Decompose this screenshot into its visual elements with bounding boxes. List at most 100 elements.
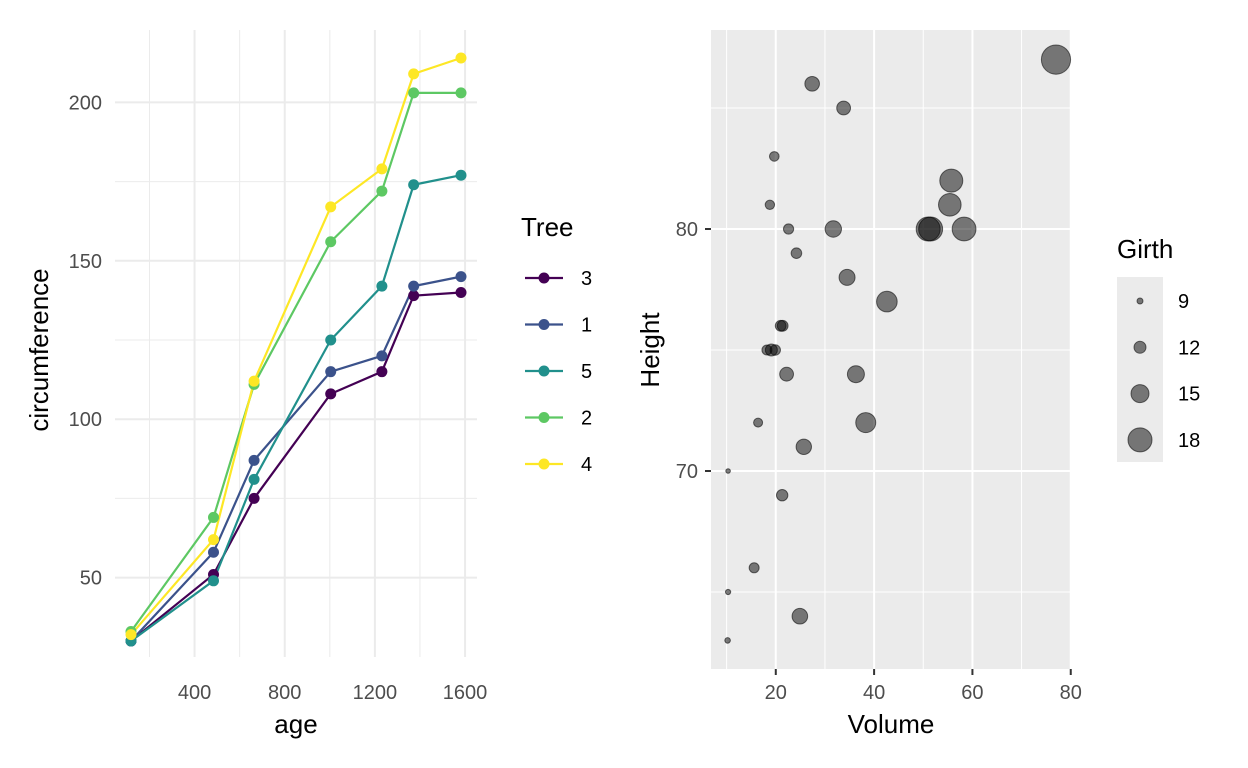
legend-key-point-4 — [538, 458, 550, 470]
bubble-point — [1040, 44, 1072, 75]
bubble-point — [748, 562, 760, 574]
line-x-axis-title: age — [274, 709, 317, 739]
scatter-y-ticks: 70 80 — [676, 219, 711, 483]
line-points — [125, 52, 467, 647]
legend-label-3: 3 — [581, 268, 592, 290]
legend-key-point-5 — [538, 365, 550, 377]
data-point-tree-4 — [455, 52, 467, 64]
bubble-point — [779, 366, 794, 382]
x-tick-label: 800 — [268, 682, 301, 704]
bubble-point — [939, 168, 964, 193]
line-y-axis-title: circumference — [24, 268, 54, 431]
bubble-point — [915, 216, 941, 242]
data-point-tree-5 — [248, 473, 260, 485]
girth-legend-key-9 — [1136, 297, 1144, 305]
girth-legend-key-18 — [1127, 427, 1153, 453]
data-point-tree-4 — [248, 375, 260, 387]
scatter-x-ticks: 20 40 60 80 — [765, 669, 1082, 704]
x-tick-label: 60 — [961, 682, 983, 704]
bubble-point — [876, 290, 898, 313]
line-y-ticks: 50 100 150 200 — [69, 92, 102, 589]
data-point-tree-3 — [376, 366, 388, 378]
legend-label-2: 2 — [581, 408, 592, 430]
girth-legend-key-12 — [1133, 340, 1147, 354]
bubble-point — [795, 438, 813, 455]
girth-legend-title: Girth — [1117, 234, 1173, 264]
bubble-point — [769, 151, 780, 162]
data-point-tree-4 — [208, 534, 219, 546]
data-point-tree-2 — [376, 185, 388, 197]
bubble-point — [855, 412, 877, 434]
y-tick-label: 150 — [69, 251, 102, 273]
bubble-point — [753, 417, 764, 428]
data-point-tree-2 — [408, 87, 420, 99]
data-point-tree-3 — [248, 492, 260, 504]
girth-legend: Girth 9 12 15 18 — [1117, 234, 1200, 462]
bubble-point — [724, 588, 732, 596]
legend-key-point-3 — [538, 272, 550, 284]
bubble-point — [836, 100, 852, 116]
x-tick-label: 80 — [1060, 682, 1082, 704]
x-tick-label: 20 — [765, 682, 787, 704]
data-point-tree-5 — [208, 575, 219, 587]
line-chart-background — [115, 30, 477, 657]
bubble-point — [824, 220, 842, 238]
data-point-tree-5 — [325, 334, 337, 346]
bubble-point — [804, 76, 820, 92]
data-point-tree-5 — [408, 179, 420, 191]
bubble-point — [782, 223, 795, 235]
girth-legend-label-18: 18 — [1178, 430, 1200, 452]
scatter-points — [724, 44, 1072, 644]
data-point-tree-1 — [325, 366, 337, 378]
legend-key-point-2 — [538, 412, 550, 423]
data-point-tree-1 — [208, 546, 219, 558]
scatter-y-axis-title: Height — [635, 312, 665, 388]
girth-legend-label-15: 15 — [1178, 384, 1200, 406]
girth-legend-label-12: 12 — [1178, 337, 1200, 359]
x-tick-label: 40 — [863, 682, 885, 704]
y-tick-label: 200 — [69, 92, 102, 114]
data-point-tree-4 — [125, 629, 137, 641]
bubble-point — [724, 637, 731, 644]
data-point-tree-1 — [408, 280, 420, 292]
scatter-x-axis-title: Volume — [848, 709, 935, 739]
bubble-point — [764, 199, 776, 211]
bubble-point — [764, 343, 778, 357]
y-tick-label: 80 — [676, 219, 698, 241]
x-tick-label: 1200 — [353, 682, 398, 704]
y-tick-label: 70 — [676, 461, 698, 483]
bubble-point — [775, 489, 789, 502]
data-point-tree-5 — [455, 169, 467, 181]
legend-key-point-1 — [538, 319, 550, 330]
legend-label-4: 4 — [581, 454, 592, 476]
data-point-tree-3 — [408, 290, 420, 302]
x-tick-label: 1600 — [443, 682, 488, 704]
bubble-point — [846, 365, 865, 384]
bubble-point — [938, 193, 962, 217]
line-chart-panel: 400 800 1200 1600 50 100 150 200 age circumfer… — [24, 30, 592, 739]
line-chart-grid — [115, 30, 477, 657]
y-tick-label: 100 — [69, 409, 102, 431]
scatter-chart-grid — [711, 30, 1072, 669]
legend-label-5: 5 — [581, 361, 592, 383]
data-point-tree-4 — [325, 201, 337, 213]
bubble-point — [776, 319, 789, 332]
data-point-tree-1 — [455, 271, 467, 283]
data-point-tree-1 — [376, 350, 388, 362]
bubble-point — [725, 468, 731, 474]
data-point-tree-2 — [325, 236, 337, 248]
girth-legend-label-9: 9 — [1178, 291, 1189, 313]
y-tick-label: 50 — [80, 568, 102, 590]
legend-label-1: 1 — [581, 315, 592, 337]
data-point-tree-2 — [455, 87, 467, 99]
bubble-point — [951, 216, 977, 242]
data-point-tree-5 — [376, 280, 388, 292]
scatter-chart-panel: 20 40 60 80 70 80 Volume Height Girth 9 12 15 1… — [635, 30, 1200, 739]
data-point-tree-3 — [455, 286, 467, 298]
data-point-tree-3 — [325, 388, 337, 400]
data-point-tree-1 — [248, 454, 260, 466]
tree-legend: Tree 3 1 5 2 4 — [521, 212, 592, 476]
bubble-point — [838, 268, 856, 286]
